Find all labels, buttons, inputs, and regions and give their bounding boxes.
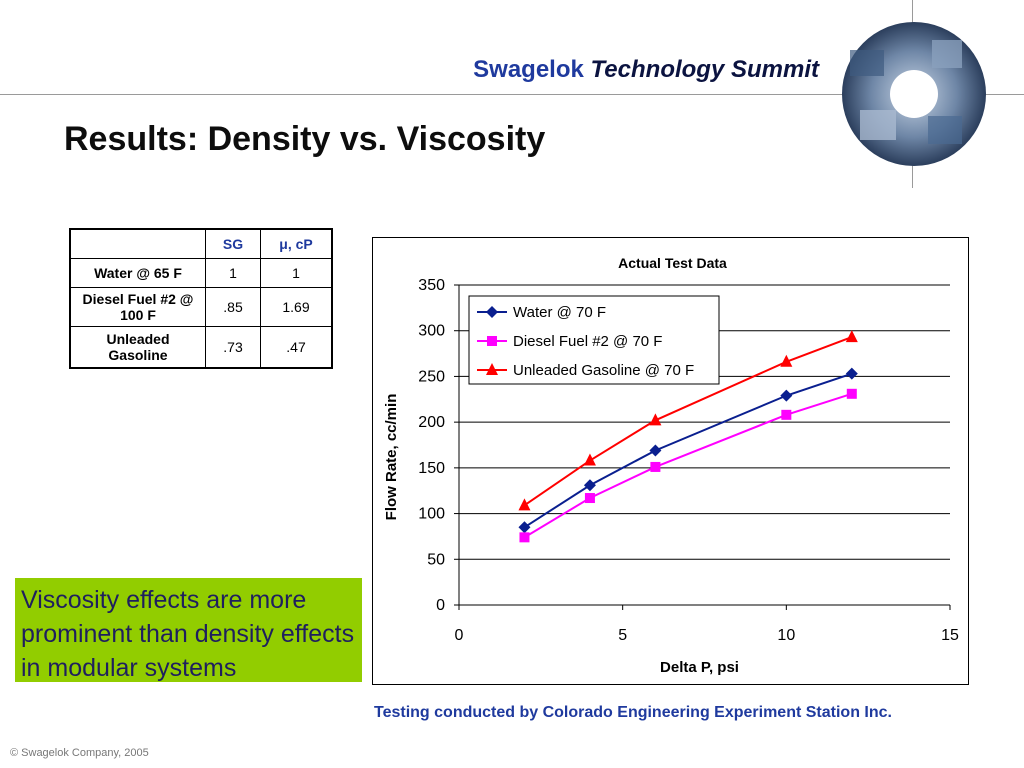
brand-wordmark: Swagelok Technology Summit — [473, 56, 819, 84]
table-row-label: Water @ 65 F — [69, 258, 206, 288]
y-tick-label: 350 — [418, 277, 445, 294]
table-row-label: Diesel Fuel #2 @ 100 F — [69, 287, 206, 327]
y-tick-label: 150 — [418, 460, 445, 477]
legend-entry: Water @ 70 F — [513, 304, 606, 321]
y-axis-title: Flow Rate, cc/min — [383, 394, 400, 521]
data-point — [845, 367, 858, 380]
data-point — [518, 498, 531, 511]
legend-entry: Diesel Fuel #2 @ 70 F — [513, 333, 662, 350]
brand-name: Swagelok — [473, 56, 584, 83]
data-point — [650, 461, 661, 472]
data-point — [518, 521, 531, 534]
data-point — [649, 413, 662, 426]
data-point — [780, 354, 793, 367]
table-header-cell — [69, 228, 206, 259]
table-cell: .73 — [205, 326, 261, 369]
viscosity-callout: Viscosity effects are more prominent tha… — [15, 578, 362, 682]
data-point — [583, 479, 596, 492]
table-cell: 1 — [260, 258, 333, 288]
legend-swatch-marker — [486, 363, 498, 375]
y-tick-label: 0 — [436, 597, 445, 614]
series-line-0 — [523, 372, 853, 529]
y-tick-label: 50 — [427, 551, 445, 568]
legend-swatch-marker — [486, 306, 498, 318]
x-tick-label: 5 — [618, 627, 627, 644]
table-header-row: SG μ, cP — [69, 228, 333, 259]
table-row: Unleaded Gasoline .73 .47 — [69, 326, 333, 369]
x-tick-label: 0 — [455, 627, 464, 644]
table-cell: 1 — [205, 258, 261, 288]
flow-rate-chart: 0 50 100 150 200 250 300 350 0 5 10 15 Actual Test D… — [372, 237, 969, 685]
legend-entry: Unleaded Gasoline @ 70 F — [513, 362, 694, 379]
table-row: Water @ 65 F 1 1 — [69, 258, 333, 288]
table-row: Diesel Fuel #2 @ 100 F .85 1.69 — [69, 287, 333, 327]
page-title: Results: Density vs. Viscosity — [64, 120, 546, 158]
data-point — [780, 389, 793, 402]
x-axis-title: Delta P, psi — [660, 659, 739, 676]
data-point — [584, 493, 595, 504]
table-header-cell: SG — [205, 228, 261, 259]
data-point — [846, 388, 857, 399]
table-cell: .85 — [205, 287, 261, 327]
y-tick-label: 200 — [418, 414, 445, 431]
table-header-cell: μ, cP — [260, 228, 333, 259]
table-cell: 1.69 — [260, 287, 333, 327]
data-point — [649, 444, 662, 457]
photo-collage-disc-icon — [842, 22, 986, 166]
data-point — [583, 453, 596, 466]
y-tick-label: 250 — [418, 368, 445, 385]
fluid-properties-table: SG μ, cP Water @ 65 F 1 1 Diesel Fuel #2… — [69, 228, 333, 369]
series-line-1 — [523, 392, 853, 539]
y-tick-label: 100 — [418, 506, 445, 523]
brand-event: Technology Summit — [590, 56, 819, 83]
x-tick-label: 15 — [941, 627, 959, 644]
chart-canvas: 0 50 100 150 200 250 300 350 0 5 10 15 Actual Test D… — [383, 255, 959, 676]
data-point — [845, 330, 858, 343]
copyright-footer: © Swagelok Company, 2005 — [10, 747, 149, 759]
chart-title: Actual Test Data — [618, 255, 727, 271]
source-note: Testing conducted by Colorado Engineerin… — [374, 704, 892, 721]
legend-swatch-marker — [487, 336, 497, 346]
header-rule — [0, 94, 1024, 95]
table-row-label: Unleaded Gasoline — [69, 326, 206, 369]
y-tick-label: 300 — [418, 323, 445, 340]
x-tick-label: 10 — [777, 627, 795, 644]
legend-box — [468, 295, 720, 385]
table-cell: .47 — [260, 326, 333, 369]
data-point — [781, 409, 792, 420]
data-point — [519, 532, 530, 543]
